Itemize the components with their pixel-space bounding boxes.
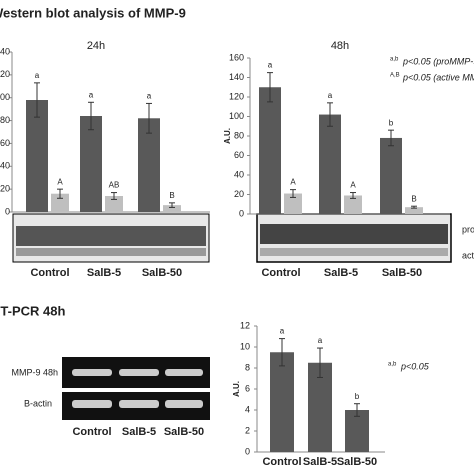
bar	[405, 207, 423, 214]
x-tick-label: SalB-5	[324, 267, 358, 279]
x-tick-label: SalB-50	[337, 456, 377, 468]
section-title: RT-PCR 48h	[0, 303, 65, 318]
note-text: p<0.05	[400, 361, 430, 371]
blot-band	[16, 226, 206, 246]
lane-label: SalB-5	[122, 426, 156, 438]
y-tick-label: 100	[229, 111, 244, 121]
lane-label: SalB-50	[164, 426, 204, 438]
y-tick-label: 60	[234, 150, 244, 160]
x-tick-label: Control	[262, 456, 301, 468]
chart-title: 24h	[87, 40, 105, 52]
significance-letter: b	[355, 392, 360, 401]
significance-letter: a	[268, 61, 273, 70]
bar	[51, 193, 69, 212]
y-tick-label: 120	[0, 69, 10, 79]
y-tick-label: 40	[234, 169, 244, 179]
significance-letter: B	[411, 194, 416, 203]
x-tick-label: SalB-5	[303, 456, 337, 468]
y-tick-label: 120	[229, 91, 244, 101]
x-tick-label: SalB-50	[142, 267, 182, 279]
y-axis-label: A.U.	[223, 128, 232, 144]
bar	[105, 196, 123, 212]
y-tick-label: 20	[234, 189, 244, 199]
significance-letter: A	[350, 181, 356, 190]
bar	[284, 193, 302, 214]
y-tick-label: 0	[239, 208, 244, 218]
x-tick-label: SalB-5	[87, 267, 121, 279]
y-tick-label: 80	[234, 130, 244, 140]
significance-letter: B	[169, 191, 174, 200]
x-tick-label: SalB-50	[382, 267, 422, 279]
y-tick-label: 160	[229, 52, 244, 62]
blot-label: active MMP-9	[462, 250, 474, 260]
gel-label: MMP-9 48h	[11, 367, 58, 377]
y-tick-label: 10	[240, 341, 250, 351]
bar	[380, 137, 402, 214]
y-tick-label: 4	[245, 404, 250, 414]
note-superscript: a,b	[390, 57, 399, 63]
y-tick-label: 6	[245, 383, 250, 393]
significance-letter: a	[280, 327, 285, 336]
note-text: p<0.05 (active MMP-9)	[402, 72, 474, 82]
y-tick-label: 80	[0, 115, 10, 125]
bar	[319, 114, 341, 214]
significance-letter: b	[389, 118, 394, 127]
chart-title: 48h	[331, 40, 349, 52]
y-tick-label: 60	[0, 138, 10, 148]
gel-label: B-actin	[24, 398, 52, 408]
bar	[138, 118, 160, 212]
significance-letter: A	[290, 178, 296, 187]
x-tick-label: Control	[261, 267, 300, 279]
note-text: p<0.05 (proMMP-9)	[402, 56, 474, 66]
y-tick-label: 0	[245, 446, 250, 456]
bar	[80, 116, 102, 212]
blot-label: proMMP-9	[462, 224, 474, 234]
bar	[270, 352, 294, 452]
y-tick-label: 0	[5, 206, 10, 216]
significance-letter: a	[89, 90, 94, 99]
bar	[259, 87, 281, 214]
y-tick-label: 12	[240, 320, 250, 330]
significance-letter: A	[57, 177, 63, 186]
note-superscript: A,B	[390, 73, 400, 79]
significance-letter: AB	[109, 181, 120, 190]
y-tick-label: 140	[0, 46, 10, 56]
figure-title: Western blot analysis of MMP-9	[0, 5, 186, 20]
significance-letter: a	[147, 92, 152, 101]
x-tick-label: Control	[30, 267, 69, 279]
significance-letter: a	[318, 336, 323, 345]
blot-band	[16, 248, 206, 256]
y-tick-label: 20	[0, 184, 10, 194]
bar	[345, 410, 369, 452]
significance-letter: a	[35, 71, 40, 80]
y-tick-label: 8	[245, 362, 250, 372]
lane-label: Control	[72, 426, 111, 438]
bar	[163, 205, 181, 212]
note-superscript: a,b	[388, 362, 397, 368]
y-tick-label: 140	[229, 72, 244, 82]
significance-letter: a	[328, 91, 333, 100]
y-tick-label: 100	[0, 92, 10, 102]
y-axis-label: A.U.	[232, 381, 241, 397]
gel-bands	[72, 369, 203, 408]
bar	[344, 195, 362, 214]
y-tick-label: 40	[0, 161, 10, 171]
blot-band	[260, 248, 448, 256]
bar	[26, 100, 48, 212]
blot-band	[260, 224, 448, 244]
y-tick-label: 2	[245, 425, 250, 435]
